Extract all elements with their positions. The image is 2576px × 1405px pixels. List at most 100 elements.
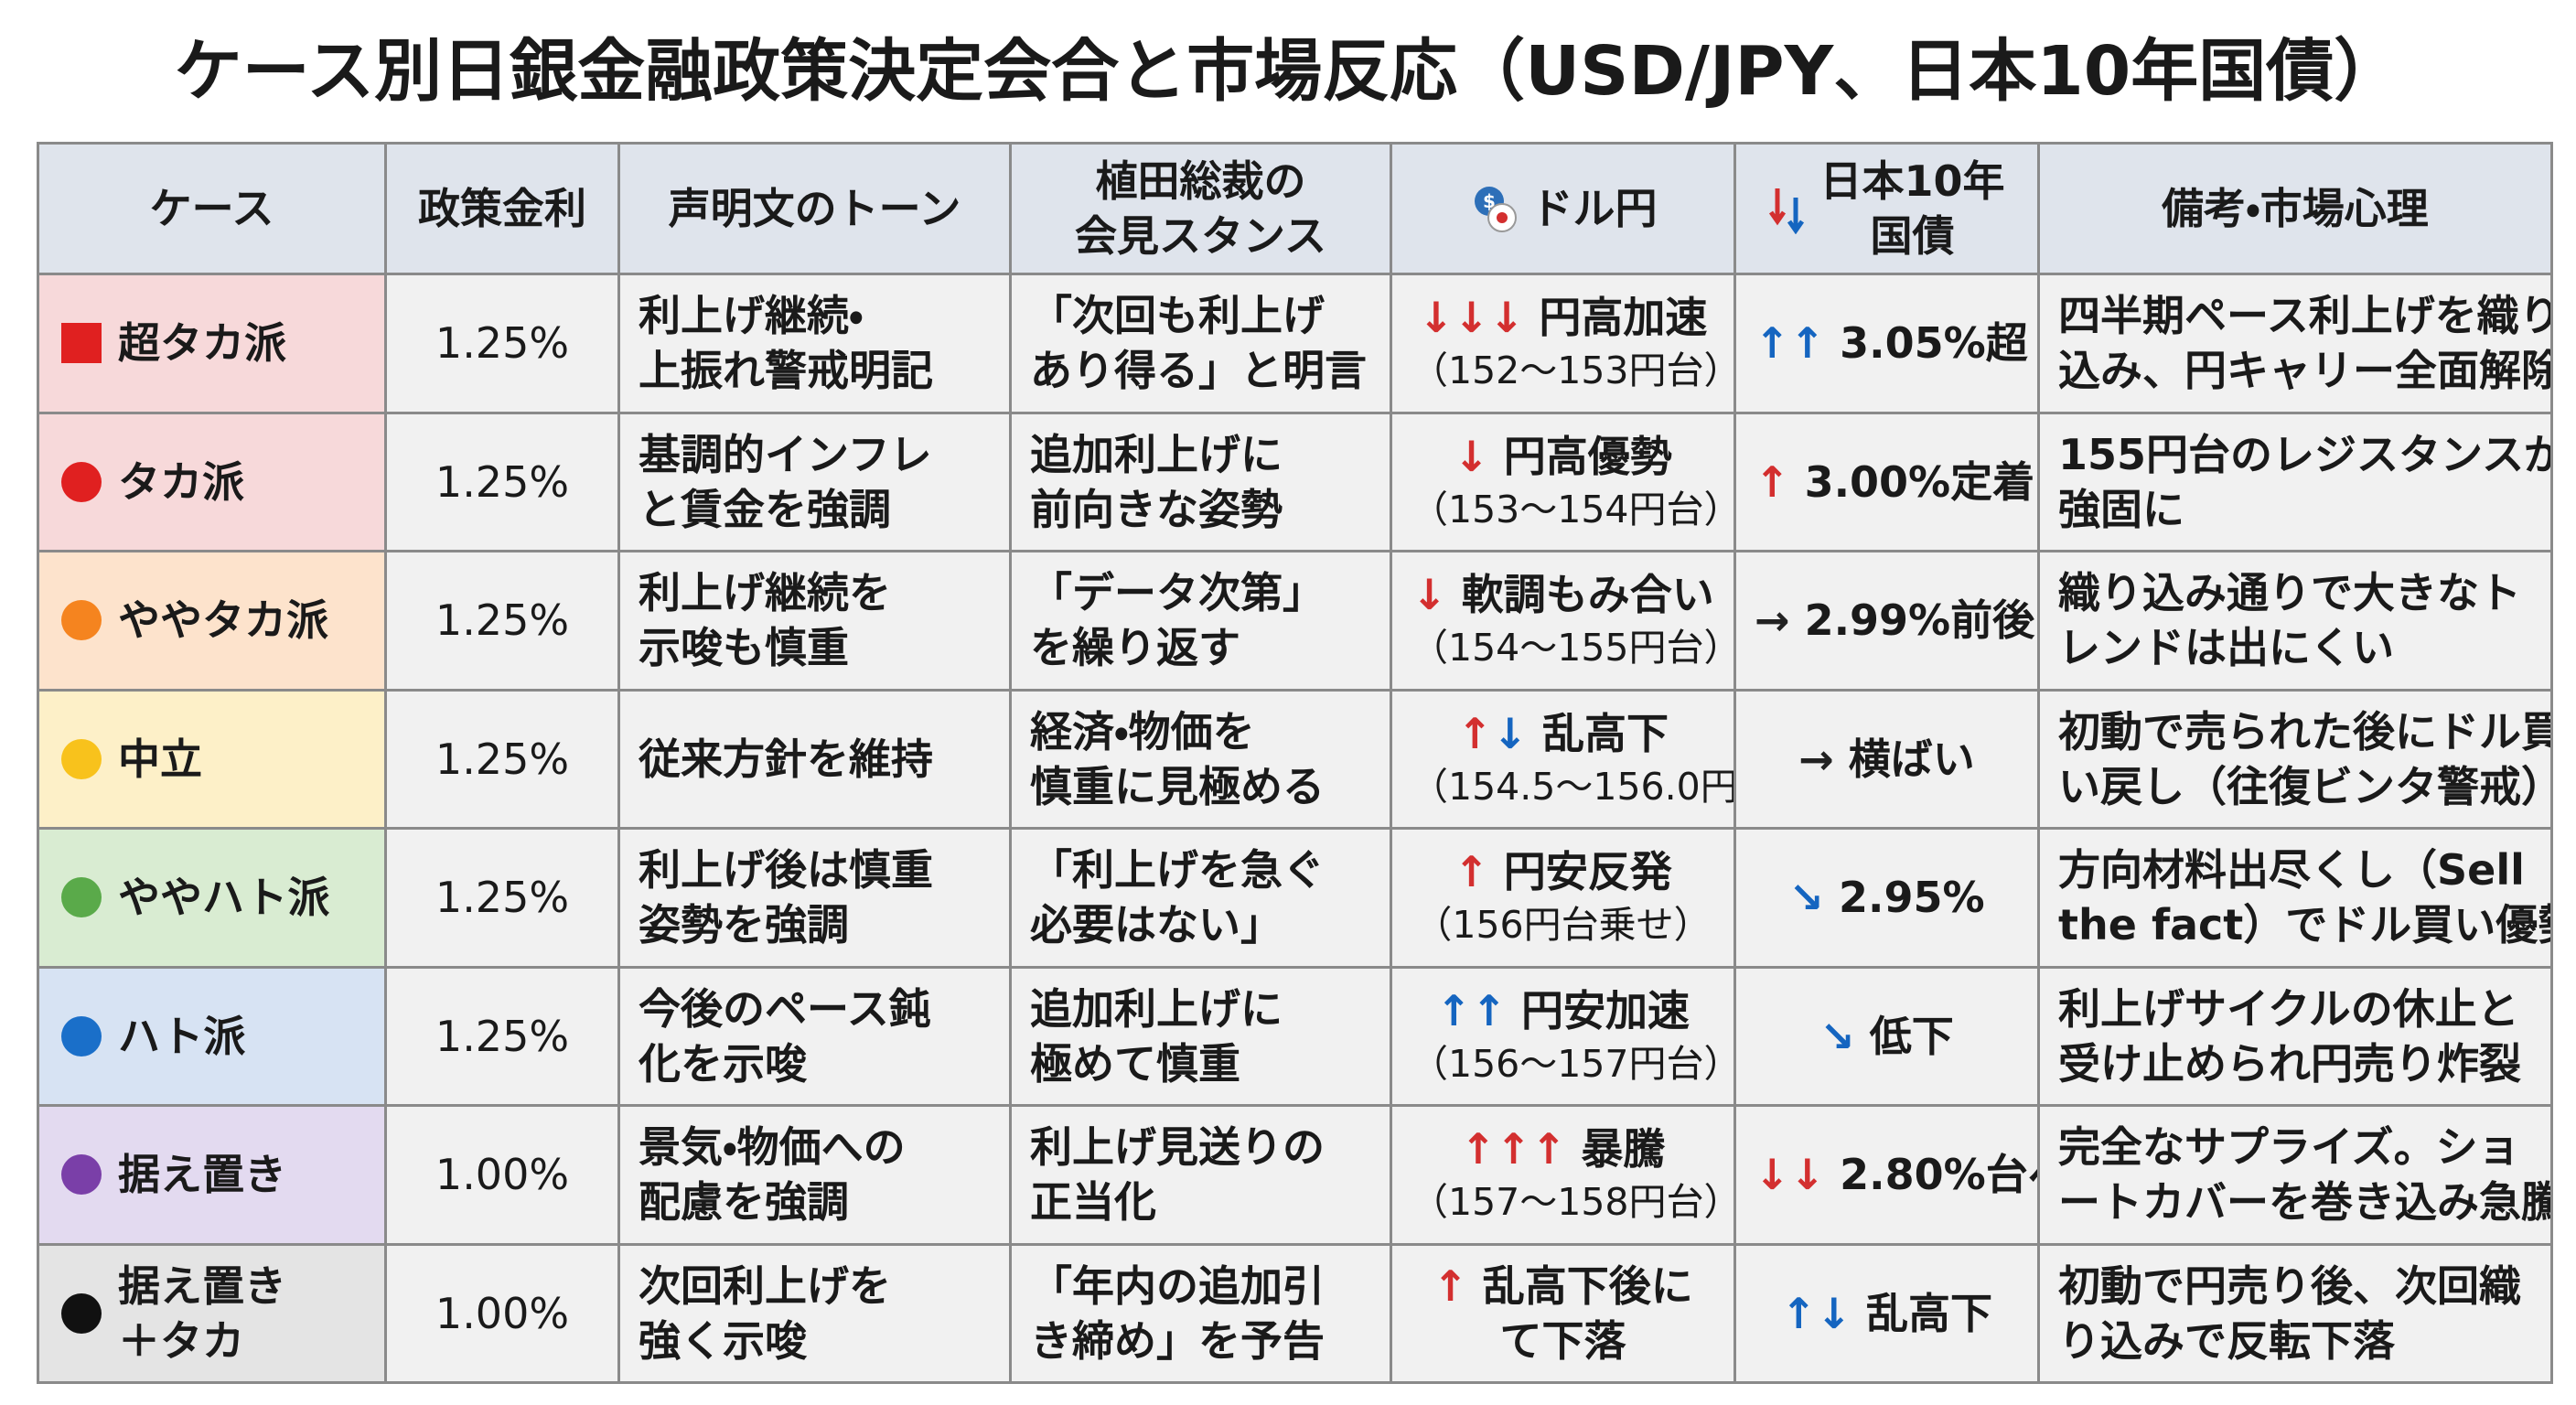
- usdjpy-cell: ↓ 円高優勢 （153～154円台）: [1390, 411, 1736, 552]
- case-box: 中立: [58, 732, 366, 787]
- cell-text: 3.05%超: [1840, 318, 2028, 369]
- case-box: 据え置き: [58, 1147, 366, 1202]
- header-line: ケース: [149, 184, 274, 233]
- note-cell: 初動で売られた後にドル買 い戻し（往復ビンタ警戒）: [2037, 688, 2553, 830]
- column-header: 植田総裁の 会見スタンス: [1009, 142, 1392, 275]
- cell-line: 完全なサプライズ。ショ: [2058, 1122, 2520, 1173]
- cell-line: 極めて慎重: [1030, 1038, 1240, 1089]
- trend-arrow: ↓↓↓: [1418, 293, 1525, 343]
- tone-cell: 利上げ後は慎重 姿勢を強調: [617, 827, 1012, 969]
- cell-line: ↑↑ 3.05%超: [1755, 316, 2028, 370]
- rate-cell: 1.25%: [384, 411, 620, 552]
- marker-shape: [61, 1292, 102, 1334]
- case-line: ハト派: [118, 1011, 246, 1061]
- header-line: 植田総裁の: [1095, 156, 1306, 206]
- table-row: 据え置き 1.00% 景気・物価への 配慮を強調 利上げ見送りの 正当化 ↑↑↑ 暴騰 （15…: [37, 1104, 2553, 1246]
- cell-text: （157～158円台）: [1411, 1180, 1735, 1225]
- cell-line: 利上げサイクルの休止と: [2058, 983, 2519, 1034]
- cell-line: 込み、円キャリー全面解除: [2058, 346, 2552, 396]
- header-text: ドル円: [1531, 181, 1658, 236]
- cell-line: 初動で円売り後、次回織: [2058, 1260, 2521, 1311]
- note-cell: 初動で円売り後、次回織 り込みで反転下落: [2037, 1242, 2553, 1384]
- cell-text: 乱高下後に: [1482, 1260, 1693, 1311]
- cell-subline: （157～158円台）: [1411, 1176, 1733, 1228]
- trend-arrow: ↑↑: [1435, 985, 1508, 1035]
- cell-line: 経済・物価を: [1030, 706, 1255, 756]
- trend-arrow: ↑↑↑: [1460, 1124, 1567, 1174]
- policy-rate: 1.25%: [435, 456, 570, 507]
- cell-line: the fact）でドル買い優勢: [2058, 900, 2552, 950]
- cell-line: 「データ次第」: [1030, 568, 1325, 618]
- cell-subline: （152～153円台）: [1411, 345, 1733, 396]
- cell-line: ↑ 円安反発: [1411, 844, 1715, 899]
- cell-line: ↑ 3.00%定着: [1755, 455, 2034, 509]
- header-line: 備考・市場心理: [2162, 184, 2429, 233]
- table-row: ややハト派 1.25% 利上げ後は慎重 姿勢を強調 「利上げを急ぐ 必要はない」 ↑ 円安反…: [37, 827, 2553, 969]
- cell-line: 利上げ見送りの: [1030, 1122, 1325, 1173]
- case-cell: 据え置き: [37, 1104, 387, 1246]
- cell-line: 利上げ後は慎重: [639, 845, 933, 896]
- trend-arrow: ↓: [1492, 708, 1529, 758]
- cell-text: （156円台乗せ）: [1414, 903, 1712, 948]
- policy-rate: 1.00%: [435, 1150, 570, 1200]
- cell-line: 化を示唆: [639, 1038, 807, 1089]
- usdjpy-cell: ↑ 円安反発 （156円台乗せ）: [1390, 827, 1736, 969]
- case-marker: [61, 738, 102, 779]
- case-box: ややハト派: [58, 870, 366, 925]
- cell-line: 正当化: [1030, 1177, 1156, 1228]
- cell-line: → 横ばい: [1755, 732, 2019, 787]
- header-text: 日本10年 国債: [1819, 154, 2004, 263]
- trend-arrow: ↘: [1819, 1011, 1855, 1061]
- note-cell: 完全なサプライズ。ショ ートカバーを巻き込み急騰: [2037, 1104, 2553, 1246]
- marker-shape: [61, 1154, 102, 1196]
- cell-line: ↑↓ 乱高下: [1755, 1286, 2019, 1341]
- usdjpy-cell: ↓↓↓ 円高加速 （152～153円台）: [1390, 273, 1736, 414]
- cell-line: い戻し（往復ビンタ警戒）: [2058, 761, 2552, 811]
- cell-text: 円高優勢: [1503, 431, 1672, 481]
- header-content: ケース: [58, 181, 366, 236]
- trend-arrow: ↑: [1454, 847, 1489, 897]
- case-text: ハト派: [118, 1009, 245, 1064]
- trend-arrow: ↓: [1454, 431, 1489, 481]
- rate-cell: 1.00%: [384, 1104, 620, 1246]
- cell-subline: （154～155円台）: [1411, 622, 1733, 673]
- cell-text: （154～155円台）: [1411, 626, 1735, 670]
- rate-cell: 1.00%: [384, 1242, 620, 1384]
- cell-line: あり得る」と明言: [1030, 346, 1367, 396]
- trend-arrow: ↑↑: [1755, 318, 1826, 369]
- case-box: ハト派: [58, 1009, 366, 1064]
- table-row: 中立 1.25% 従来方針を維持 経済・物価を 慎重に見極める ↑↓ 乱高下 （154.5～…: [37, 688, 2553, 830]
- header-line: 日本10年: [1819, 156, 2005, 206]
- header-line: 国債: [1870, 211, 1955, 261]
- cell-line: り込みで反転下落: [2058, 1315, 2395, 1366]
- tone-cell: 利上げ継続を 示唆も慎重: [617, 550, 1012, 692]
- cell-text: 2.95%: [1838, 873, 1985, 923]
- case-line: 超タカ派: [118, 318, 286, 369]
- case-marker: [61, 323, 102, 364]
- cell-line: ↑↑ 円安加速: [1411, 983, 1715, 1038]
- header-content: 政策金利: [405, 181, 599, 236]
- header-text: 政策金利: [418, 181, 586, 236]
- marker-shape: [61, 1015, 102, 1056]
- cell-line: 示唆も慎重: [639, 623, 849, 673]
- cell-line: ↓ 円高優勢: [1411, 429, 1715, 484]
- cell-text: （152～153円台）: [1411, 349, 1735, 393]
- jgb-cell: → 2.99%前後: [1733, 550, 2040, 692]
- case-text: 中立: [118, 732, 202, 787]
- bond-arrow-icon: [1769, 188, 1805, 234]
- trend-arrow: ↘: [1788, 873, 1824, 923]
- jgb-cell: ↘ 2.95%: [1733, 827, 2040, 969]
- cell-line: レンドは出にくい: [2058, 623, 2395, 673]
- tone-cell: 景気・物価への 配慮を強調: [617, 1104, 1012, 1246]
- column-header: 声明文のトーン: [617, 142, 1012, 275]
- stance-cell: 経済・物価を 慎重に見極める: [1009, 688, 1392, 830]
- case-box: ややタカ派: [58, 593, 366, 648]
- cell-line: ↓↓↓ 円高加速: [1411, 290, 1715, 345]
- usdjpy-cell: ↑↑ 円安加速 （156～157円台）: [1390, 965, 1736, 1107]
- trend-arrow: ↓: [1816, 1288, 1852, 1338]
- header-text: 声明文のトーン: [669, 181, 961, 236]
- policy-table: ケース 政策金利 声明文のトーン 植田総裁の 会見スタンス $ ドル円 日本10年 国債 備考・市…: [37, 142, 2553, 1384]
- case-text: ややタカ派: [118, 593, 328, 648]
- case-cell: タカ派: [37, 411, 387, 552]
